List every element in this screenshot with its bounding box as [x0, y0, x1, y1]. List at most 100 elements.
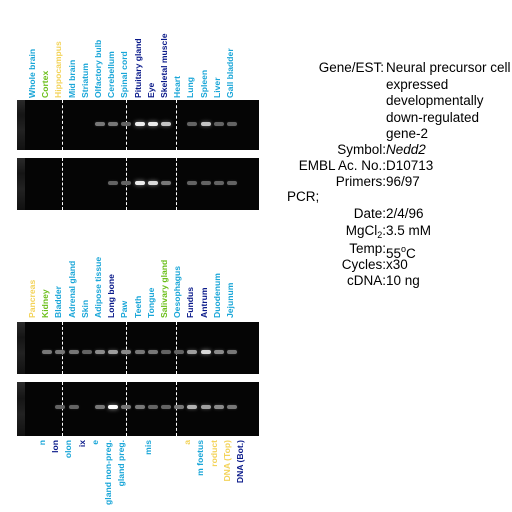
gel-band: [161, 350, 171, 354]
ladder-lane: [17, 382, 25, 436]
bottom-tissue-label: olon: [63, 440, 74, 459]
lane-divider: [176, 100, 177, 150]
ladder-lane: [17, 100, 25, 150]
top-tissue-label: Spleen: [198, 69, 209, 98]
cdna-value: 10 ng: [386, 273, 420, 288]
gene-value: Neural precursor cell expressed developm…: [386, 60, 511, 143]
gel-band: [187, 181, 198, 185]
gel-band: [227, 350, 237, 354]
middle-tissue-label: Skin: [79, 299, 90, 318]
middle-tissue-label: Fundus: [185, 286, 196, 318]
middle-tissue-label: Antrum: [198, 287, 209, 318]
gel-band: [147, 350, 158, 354]
top-tissue-label: Mid brain: [66, 59, 77, 98]
gel-image-2: [17, 158, 259, 210]
gel-band: [213, 181, 224, 185]
gel-band: [68, 350, 79, 354]
middle-tissue-label: Oesophagus: [172, 265, 183, 318]
lane-divider: [126, 382, 127, 436]
gel-band: [108, 405, 119, 409]
middle-tissue-label: Adrenal gland: [66, 260, 77, 318]
bottom-tissue-label: gland non-preg.: [103, 440, 113, 505]
top-tissue-labels: Whole brain Cortex Hippocampus Mid brain Str…: [0, 18, 260, 99]
gene-line: Neural precursor cell: [386, 60, 511, 75]
lane-divider: [176, 158, 177, 210]
gel-band: [55, 405, 66, 409]
pcr-label: PCR;: [287, 189, 320, 204]
gene-key: Gene/EST:: [318, 60, 384, 75]
gel-band: [121, 405, 132, 409]
symbol-key: Symbol:: [337, 142, 386, 157]
gel-band: [121, 122, 132, 126]
gel-band: [121, 181, 132, 185]
embl-key: EMBL Ac. No.:: [298, 158, 386, 173]
cycles-key: Cycles:: [341, 257, 386, 272]
gel-band: [108, 122, 119, 126]
gel-band: [213, 405, 224, 409]
gel-band: [108, 350, 119, 354]
temp-key: Temp:: [349, 241, 386, 256]
bottom-tissue-label: DNA (Bot.): [235, 440, 245, 484]
middle-tissue-label: Duodenum: [211, 273, 222, 318]
gel-band: [227, 181, 237, 185]
gel-band: [108, 181, 119, 185]
gel-band: [42, 350, 53, 354]
symbol-value: Nedd2: [386, 142, 426, 157]
gel-band: [95, 350, 105, 354]
gel-band: [187, 405, 198, 409]
cycles-value: x30: [386, 257, 408, 272]
middle-tissue-label: Pancreas: [27, 279, 37, 318]
gene-line: gene-2: [386, 126, 429, 141]
gel-band: [161, 122, 171, 126]
gel-band: [134, 350, 145, 354]
middle-tissue-label: Kidney: [40, 289, 51, 318]
lane-divider: [62, 382, 63, 436]
gel-band: [213, 350, 224, 354]
gel-band: [147, 181, 158, 185]
top-tissue-label: Cerebellum: [106, 51, 117, 98]
date-key: Date:: [353, 206, 386, 221]
middle-tissue-label: Adipose tissue: [93, 256, 103, 318]
gel-band: [147, 405, 158, 409]
middle-tissue-label: Paw: [119, 300, 130, 318]
top-tissue-label: Lung: [185, 77, 196, 98]
gel-band: [81, 350, 92, 354]
date-value: 2/4/96: [386, 206, 424, 221]
gel-band: [55, 350, 66, 354]
lane-divider: [62, 158, 63, 210]
gel-band: [134, 122, 145, 126]
gel-band: [187, 350, 198, 354]
bottom-tissue-label: m foetus: [195, 440, 206, 476]
gel-band: [174, 405, 185, 409]
top-tissue-label: Olfactory bulb: [93, 39, 103, 98]
embl-value: D10713: [386, 158, 434, 173]
gel-band: [187, 122, 198, 126]
gene-line: down-regulated: [386, 109, 480, 125]
gel-band: [95, 122, 105, 126]
gel-band: [200, 350, 211, 354]
bottom-tissue-label: e: [89, 440, 100, 445]
gel-band: [134, 405, 145, 409]
gel-band: [121, 350, 132, 354]
gel-band: [161, 405, 171, 409]
gel-image-1: [17, 100, 259, 150]
ladder-lane: [17, 158, 25, 210]
bottom-tissue-label: mis: [142, 440, 153, 455]
middle-tissue-labels: Pancreas Kidney Bladder Adrenal gland Skin Ad…: [0, 238, 260, 318]
top-tissue-label: Cortex: [40, 70, 51, 98]
middle-tissue-label: Bladder: [53, 286, 64, 318]
gel-band: [200, 122, 211, 126]
lane-divider: [176, 322, 177, 374]
top-tissue-label: Eye: [145, 82, 156, 98]
top-tissue-label: Hippocampus: [53, 41, 64, 98]
gene-line: developmentally: [386, 93, 484, 108]
primers-value: 96/97: [386, 174, 420, 189]
bottom-tissue-label: a: [182, 440, 193, 445]
gel-band: [213, 122, 224, 126]
gel-band: [174, 350, 185, 354]
gel-band: [161, 181, 171, 185]
top-tissue-label: Pituitary gland: [132, 38, 143, 98]
gel-band: [68, 405, 79, 409]
temp-value: 55oC: [386, 244, 416, 261]
bottom-tissue-label: DNA (Top): [221, 440, 232, 482]
